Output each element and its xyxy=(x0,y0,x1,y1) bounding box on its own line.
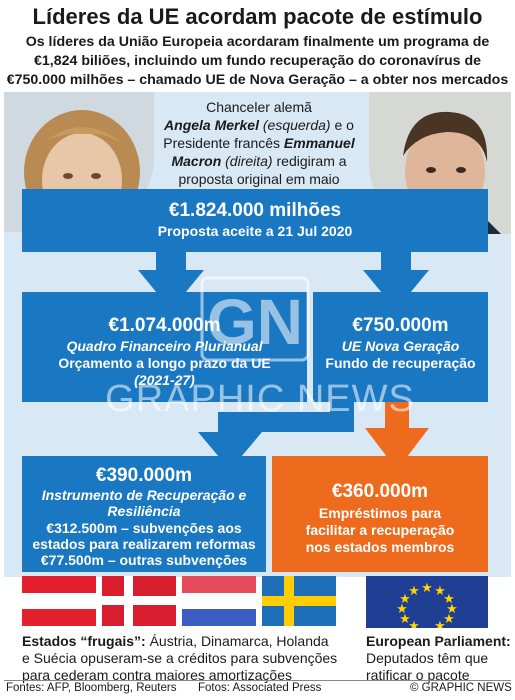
svg-text:★: ★ xyxy=(399,612,411,627)
sweden-flag xyxy=(262,576,336,626)
rrf-box: €390.000m Instrumento de Recuperação e R… xyxy=(22,456,266,572)
frugal-l1: Áustria, Dinamarca, Holanda xyxy=(149,633,329,649)
rrf-grants-l1: €312.500m – subvenções aos xyxy=(46,520,242,536)
footer-sources: Fontes: AFP, Bloomberg, Reuters xyxy=(6,682,177,694)
footer-rule xyxy=(4,680,511,681)
parliament-label: European Parliament: xyxy=(366,633,511,649)
austria-flag xyxy=(22,576,96,626)
rrf-grants-l2: estados para realizarem reformas xyxy=(32,536,256,552)
total-amount: €1.824.000 milhões xyxy=(168,200,342,221)
rrf-amount: €390.000m xyxy=(95,465,193,486)
mff-box: €1.074.000m Quadro Financeiro Plurianual… xyxy=(22,292,307,402)
mff-years: (2021-27) xyxy=(134,372,195,388)
total-box: €1.824.000 milhões Proposta aceite a 21 … xyxy=(22,189,488,252)
svg-text:★: ★ xyxy=(434,584,446,599)
down-arrow-icon xyxy=(365,400,429,470)
macron-name: Emmanuel Macron xyxy=(171,135,355,169)
mff-name: Quadro Financeiro Plurianual xyxy=(66,338,263,354)
caption-connector: e o Presidente francês xyxy=(163,117,354,151)
parliament-l3: ratificar o pacote xyxy=(366,667,470,683)
parliament-l2: Deputados têm que xyxy=(366,650,489,666)
eu-flag-icon: ★ ★ ★ ★ ★ ★ ★ ★ ★ ★ ★ xyxy=(366,576,488,628)
svg-text:★: ★ xyxy=(399,592,411,607)
svg-text:★: ★ xyxy=(408,584,420,599)
merkel-role: (esquerda) xyxy=(262,117,331,133)
rrf-name-l2: Resiliência xyxy=(107,503,181,519)
mff-amount: €1.074.000m xyxy=(108,315,221,336)
down-arrow-icon xyxy=(138,252,204,310)
page-title: Líderes da UE acordam pacote de estímulo xyxy=(32,4,483,29)
ngeu-box: €750.000m UE Nova Geração Fundo de recup… xyxy=(313,292,488,402)
down-arrow-icon xyxy=(198,400,354,470)
svg-text:★: ★ xyxy=(446,602,458,617)
photo-caption: Chanceler alemã Angela Merkel (esquerda)… xyxy=(150,98,368,188)
macron-role: (direita) xyxy=(225,153,273,169)
merkel-name: Angela Merkel xyxy=(164,117,259,133)
watermark-text: GRAPHIC NEWS xyxy=(105,378,415,420)
caption-rest: redigiram a proposta original em maio xyxy=(178,153,347,187)
netherlands-flag xyxy=(182,576,256,626)
loans-amount: €360.000m xyxy=(331,481,429,502)
page-subtitle: Os líderes da União Europeia acordaram f… xyxy=(6,34,509,88)
ngeu-amount: €750.000m xyxy=(352,315,449,336)
denmark-flag xyxy=(102,576,176,626)
ngeu-desc: Fundo de recuperação xyxy=(325,355,476,371)
loans-l3: nos estados membros xyxy=(305,539,455,555)
frugal-note: Estados “frugais”: Áustria, Dinamarca, H… xyxy=(22,633,352,684)
parliament-note: European Parliament: Deputados têm que r… xyxy=(366,633,511,684)
loans-l2: facilitar a recuperação xyxy=(305,522,455,538)
svg-text:★: ★ xyxy=(421,581,433,596)
total-label: Proposta aceite a 21 Jul 2020 xyxy=(157,223,353,239)
svg-text:★: ★ xyxy=(434,619,446,628)
svg-text:★: ★ xyxy=(443,592,455,607)
svg-text:★: ★ xyxy=(443,612,455,627)
frugal-l2: e Suécia opuseram-se a créditos para sub… xyxy=(22,650,338,666)
svg-text:★: ★ xyxy=(408,619,420,628)
rrf-name-l1: Instrumento de Recuperação e xyxy=(41,487,247,503)
graphic-news-logo: GN xyxy=(200,276,310,362)
watermark-mark: GN xyxy=(207,286,303,358)
frugal-label: Estados “frugais”: xyxy=(22,633,146,649)
caption-line1: Chanceler alemã xyxy=(206,99,312,115)
ngeu-name: UE Nova Geração xyxy=(341,338,460,354)
loans-l1: Empréstimos para xyxy=(318,505,442,521)
down-arrow-icon xyxy=(363,252,429,310)
loans-box: €360.000m Empréstimos para facilitar a r… xyxy=(272,456,488,572)
footer-photos: Fotos: Associated Press xyxy=(198,682,322,694)
footer-credit: © GRAPHIC NEWS xyxy=(410,682,512,694)
rrf-other: €77.500m – outras subvenções xyxy=(40,552,248,568)
svg-text:★: ★ xyxy=(396,602,408,617)
frugal-l3: para cederam contra maiores amortizações xyxy=(22,667,293,683)
